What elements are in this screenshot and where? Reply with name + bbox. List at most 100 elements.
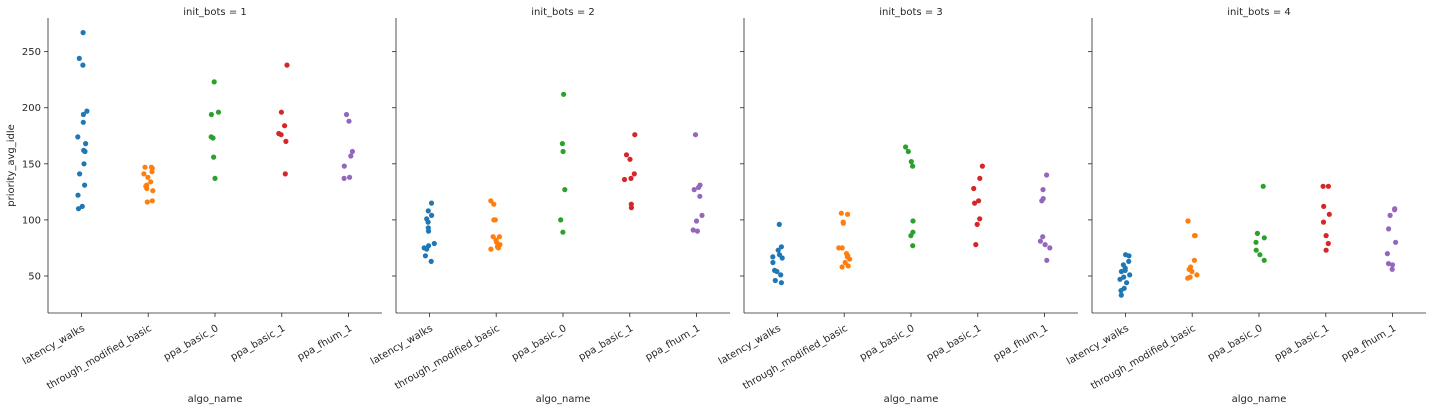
data-point (623, 152, 630, 158)
data-point (699, 212, 705, 218)
series-latency_walks (770, 221, 785, 286)
data-point (84, 108, 90, 114)
data-point (839, 264, 845, 270)
data-point (838, 210, 844, 216)
data-point (632, 132, 638, 138)
data-point (424, 246, 430, 252)
x-tick-label: ppa_basic_0 (1206, 323, 1264, 363)
data-point (1325, 240, 1331, 247)
data-point (141, 171, 147, 177)
data-point (1384, 251, 1390, 257)
data-point (348, 153, 354, 159)
data-point (215, 109, 222, 115)
data-point (76, 55, 82, 62)
x-tick-label: latency_walks (717, 323, 783, 367)
data-point (75, 134, 81, 140)
data-point (1044, 257, 1050, 263)
data-point (1253, 239, 1259, 245)
data-point (283, 138, 289, 144)
data-point (631, 171, 637, 177)
data-point (694, 228, 701, 234)
data-point (144, 185, 150, 192)
data-point (1257, 252, 1263, 258)
data-point (1191, 233, 1198, 239)
x-tick-label: latency_walks (1065, 323, 1131, 367)
y-tick-label: 100 (22, 215, 41, 226)
data-point (1194, 272, 1200, 278)
x-tick-label: ppa_basic_0 (510, 323, 568, 363)
series-ppa_basic_1 (1320, 183, 1332, 253)
data-point (772, 277, 778, 284)
data-point (910, 163, 916, 169)
x-tick-label: ppa_fhum_1 (1340, 323, 1398, 363)
data-point (80, 119, 86, 125)
data-point (347, 174, 353, 180)
series-latency_walks (1117, 252, 1133, 298)
data-point (691, 187, 697, 193)
data-point (282, 123, 288, 129)
data-point (770, 259, 776, 266)
data-point (77, 171, 83, 177)
facet-title: init_bots = 2 (531, 7, 595, 18)
data-point (145, 174, 151, 180)
data-point (428, 200, 435, 206)
data-point (560, 148, 566, 155)
data-point (778, 280, 785, 286)
data-point (908, 233, 914, 239)
data-point (842, 259, 848, 266)
data-point (973, 242, 979, 248)
y-tick-label: 50 (28, 271, 41, 282)
series-ppa_basic_0 (208, 79, 222, 181)
data-point (150, 188, 156, 194)
data-point (1387, 212, 1393, 218)
data-point (1127, 272, 1133, 278)
data-point (148, 179, 154, 185)
x-tick-label: through_modified_basic (741, 323, 850, 392)
data-point (492, 217, 498, 223)
data-point (621, 176, 628, 183)
facet-title: init_bots = 4 (1227, 7, 1291, 18)
data-point (839, 245, 845, 251)
x-tick-label: ppa_basic_1 (1273, 323, 1331, 363)
data-point (1185, 275, 1191, 281)
data-point (341, 163, 347, 169)
x-tick-label: ppa_basic_1 (925, 323, 983, 363)
data-point (1037, 238, 1043, 244)
data-point (1185, 218, 1191, 224)
data-point (425, 208, 431, 214)
data-point (972, 200, 978, 206)
data-point (1321, 203, 1327, 209)
data-point (496, 234, 503, 240)
y-tick-label: 200 (22, 103, 41, 114)
data-point (208, 111, 214, 118)
data-point (80, 111, 86, 118)
data-point (82, 182, 88, 188)
data-point (1392, 207, 1398, 213)
data-point (490, 234, 496, 240)
data-point (559, 141, 566, 147)
series-latency_walks (421, 200, 437, 264)
data-point (1385, 261, 1392, 267)
data-point (1118, 288, 1124, 294)
series-ppa_basic_0 (1253, 183, 1267, 263)
data-point (560, 229, 566, 235)
data-point (697, 193, 703, 199)
data-point (491, 201, 497, 207)
data-point (778, 272, 784, 278)
data-point (495, 245, 501, 251)
x-tick-label: through_modified_basic (45, 323, 154, 392)
series-through_modified_basic (836, 210, 853, 270)
data-point (628, 205, 635, 211)
data-point (81, 161, 87, 167)
data-point (1124, 280, 1130, 286)
data-point (1393, 239, 1399, 245)
data-point (282, 171, 288, 177)
data-point (75, 192, 81, 198)
data-point (561, 91, 567, 97)
data-point (1191, 257, 1197, 263)
data-point (82, 148, 88, 155)
x-tick-label: ppa_fhum_1 (992, 323, 1050, 363)
data-point (278, 132, 284, 138)
data-point (905, 148, 911, 155)
